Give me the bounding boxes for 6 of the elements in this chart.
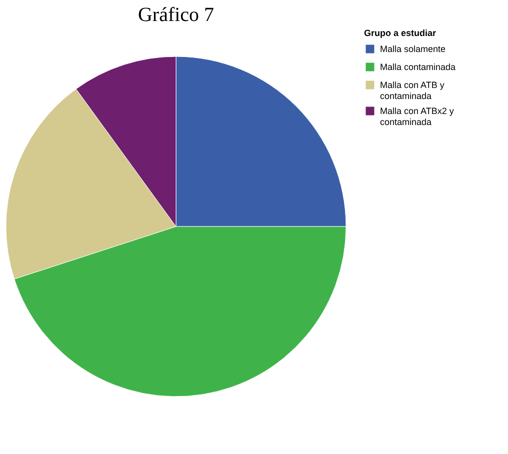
legend-label: Malla con ATBx2 y contaminada [380, 106, 454, 127]
legend-label: Malla contaminada [380, 62, 456, 72]
legend-label: Malla solamente [380, 44, 446, 54]
chart-title: Gráfico 7 [138, 4, 214, 26]
legend-label: Malla con ATB y contaminada [380, 80, 445, 101]
legend-title: Grupo a estudiar [364, 28, 437, 38]
